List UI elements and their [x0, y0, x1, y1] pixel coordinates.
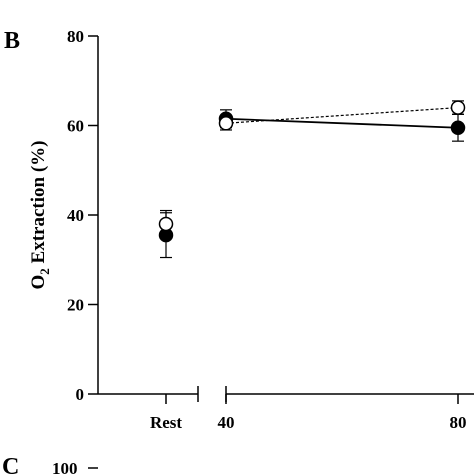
y-axis-title-main: O: [28, 275, 49, 290]
y-ticks: 0 20 40 60 80: [67, 27, 98, 404]
y-tick-label-40: 40: [67, 206, 84, 225]
series-1-point-80: [450, 120, 466, 135]
x-tick-label-40: 40: [218, 413, 235, 432]
y-tick-label-0: 0: [76, 385, 85, 404]
y-axis-title: O2 Extraction (%): [28, 141, 52, 290]
series-2-group: [158, 100, 466, 238]
x-tick-label-80: 80: [450, 413, 467, 432]
y-tick-label-60: 60: [67, 117, 84, 136]
series-2-line-40-80: [225, 107, 459, 124]
series-2-point-80: [450, 100, 466, 115]
series-1-line-40-80: [225, 117, 459, 129]
next-panel-top-tick: 100: [52, 459, 78, 474]
svg-text:O2 Extraction (%): O2 Extraction (%): [28, 141, 52, 290]
x-tick-label-rest: Rest: [150, 413, 182, 432]
x-ticks: Rest 40 80: [150, 394, 467, 432]
panel-letter-c: C: [2, 454, 19, 474]
y-axis-title-subscript: 2: [37, 268, 52, 275]
y-tick-label-80: 80: [67, 27, 84, 46]
y-tick-label-20: 20: [67, 296, 84, 315]
y-axis-title-rest: Extraction (%): [28, 141, 49, 269]
series-layer: [158, 100, 466, 259]
series-2-point-40: [218, 116, 234, 131]
panel-letter-b: B: [4, 28, 20, 54]
series-1-group: [158, 109, 466, 259]
series-2-point-rest: [158, 216, 174, 232]
